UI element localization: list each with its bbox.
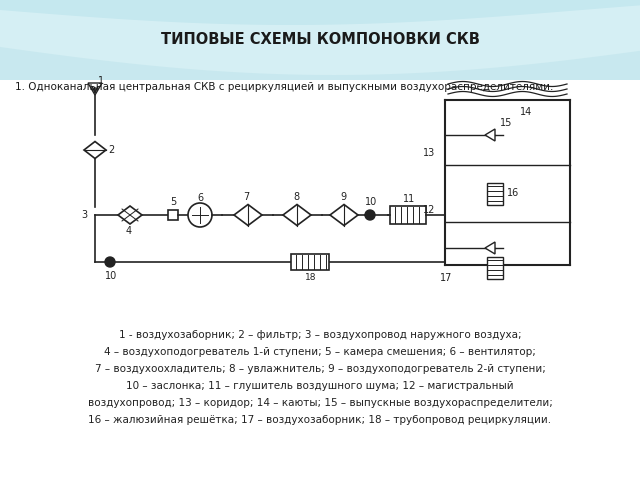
Text: 10 – заслонка; 11 – глушитель воздушного шума; 12 – магистральный: 10 – заслонка; 11 – глушитель воздушного… <box>126 381 514 391</box>
Text: 16: 16 <box>507 189 519 199</box>
Text: 7: 7 <box>243 192 249 202</box>
Text: 3: 3 <box>81 210 87 220</box>
Circle shape <box>188 203 212 227</box>
Polygon shape <box>118 206 142 224</box>
Bar <box>390 206 426 224</box>
Text: ТИПОВЫЕ СХЕМЫ КОМПОНОВКИ СКВ: ТИПОВЫЕ СХЕМЫ КОМПОНОВКИ СКВ <box>161 33 479 48</box>
Text: 13: 13 <box>423 148 435 158</box>
Text: 11: 11 <box>403 194 415 204</box>
Polygon shape <box>0 5 640 80</box>
Circle shape <box>105 257 115 267</box>
Polygon shape <box>0 47 640 80</box>
Bar <box>291 254 329 270</box>
Bar <box>168 210 178 220</box>
Text: 1 - воздухозаборник; 2 – фильтр; 3 – воздухопровод наружного воздуха;: 1 - воздухозаборник; 2 – фильтр; 3 – воз… <box>118 330 522 340</box>
Text: 17: 17 <box>440 273 452 283</box>
Text: 10: 10 <box>105 271 117 281</box>
Text: 4 – воздухоподогреватель 1-й ступени; 5 – камера смешения; 6 – вентилятор;: 4 – воздухоподогреватель 1-й ступени; 5 … <box>104 347 536 357</box>
Polygon shape <box>88 83 102 95</box>
Text: 12: 12 <box>423 205 435 215</box>
Polygon shape <box>0 0 640 80</box>
Text: 6: 6 <box>197 193 203 203</box>
Text: 7 – воздухоохладитель; 8 – увлажнитель; 9 – воздухоподогреватель 2-й ступени;: 7 – воздухоохладитель; 8 – увлажнитель; … <box>95 364 545 374</box>
Text: 5: 5 <box>170 197 176 207</box>
Text: 2: 2 <box>108 145 115 155</box>
Text: 4: 4 <box>126 226 132 236</box>
Text: 16 – жалюзийная решётка; 17 – воздухозаборник; 18 – трубопровод рециркуляции.: 16 – жалюзийная решётка; 17 – воздухозаб… <box>88 415 552 425</box>
Text: 1: 1 <box>98 76 104 86</box>
Polygon shape <box>234 204 262 226</box>
Bar <box>487 182 503 204</box>
Polygon shape <box>485 242 495 254</box>
Text: 8: 8 <box>293 192 299 202</box>
Polygon shape <box>330 204 358 226</box>
Circle shape <box>365 210 375 220</box>
Polygon shape <box>485 129 495 141</box>
Bar <box>487 257 503 279</box>
Text: 18: 18 <box>305 274 317 283</box>
Text: 1. Одноканальная центральная СКВ с рециркуляцией и выпускными воздухораспределит: 1. Одноканальная центральная СКВ с рецир… <box>15 82 554 92</box>
Text: 9: 9 <box>340 192 346 202</box>
Polygon shape <box>84 142 106 158</box>
Polygon shape <box>283 204 311 226</box>
Text: 14: 14 <box>520 107 532 117</box>
Text: 10: 10 <box>365 197 377 207</box>
Text: воздухопровод; 13 – коридор; 14 – каюты; 15 – выпускные воздухораспределители;: воздухопровод; 13 – коридор; 14 – каюты;… <box>88 398 552 408</box>
Text: 15: 15 <box>500 118 513 128</box>
